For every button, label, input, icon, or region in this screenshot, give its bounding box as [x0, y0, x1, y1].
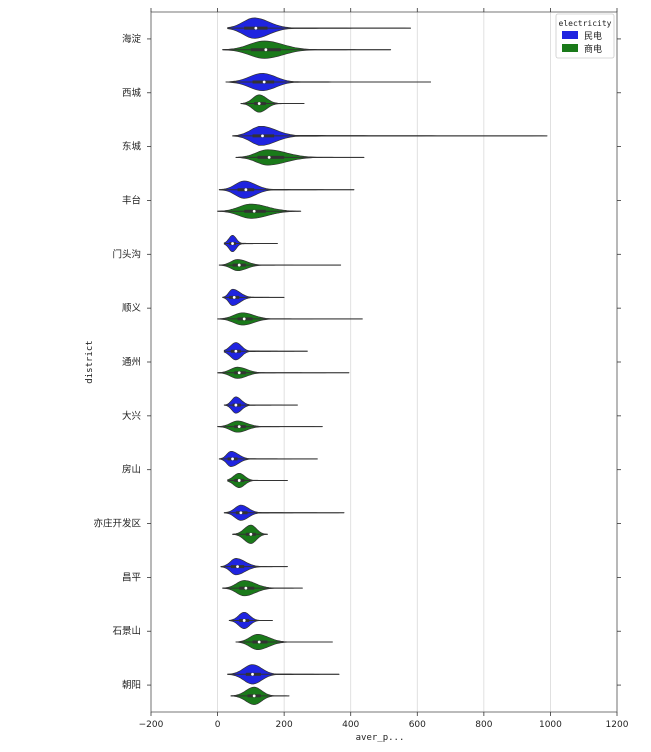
violin-median-point: [267, 155, 271, 159]
violin-median-point: [257, 640, 261, 644]
x-tick-label: 0: [215, 720, 221, 730]
violin-median-point: [257, 102, 261, 105]
legend: electricity 民电 商电: [555, 13, 615, 59]
y-category-label: 房山: [122, 464, 141, 476]
violin-median-point: [252, 209, 256, 213]
violin-median-point: [239, 511, 243, 515]
violin-median-point: [254, 26, 258, 30]
violin-median-point: [252, 694, 256, 698]
axes: −200 0 200 400 600 800 1000 1200 海淀西城东城丰台门头沟顺义通州…: [93, 8, 629, 730]
violin-median-point: [237, 479, 241, 482]
legend-label-0: 民电: [584, 30, 602, 42]
x-tick-label: 800: [475, 720, 492, 730]
violin-median-point: [251, 672, 254, 676]
y-category-label: 石景山: [112, 626, 141, 637]
x-tick-label: 400: [342, 720, 359, 730]
violin-median-point: [242, 619, 246, 622]
violin-median-point: [264, 48, 268, 52]
y-category-label: 丰台: [122, 194, 141, 206]
y-category-label: 通州: [122, 357, 141, 368]
violin-median-point: [231, 457, 234, 461]
x-tick-label: −200: [139, 720, 164, 730]
y-category-label: 顺义: [122, 303, 142, 314]
y-category-label: 东城: [122, 141, 142, 153]
violin-median-point: [237, 425, 241, 429]
violin-median-point: [237, 263, 241, 267]
plot-frame: [150, 11, 618, 713]
legend-label-1: 商电: [584, 43, 602, 55]
violin-median-point: [249, 532, 253, 536]
violin-median-point: [262, 80, 266, 84]
y-category-label: 西城: [122, 88, 142, 99]
violin-median-point: [231, 242, 234, 245]
y-category-label: 朝阳: [122, 680, 141, 691]
violin-median-point: [232, 295, 236, 299]
x-tick-label: 200: [276, 720, 293, 730]
violin-median-point: [236, 565, 239, 569]
y-category-label: 亦庄开发区: [93, 518, 141, 530]
x-tick-label: 1200: [606, 720, 629, 730]
violin-median-point: [244, 188, 248, 192]
x-axis-title: aver_p...: [356, 733, 405, 743]
y-category-label: 昌平: [122, 572, 142, 583]
violin-median-point: [234, 403, 238, 407]
grid-lines: [150, 12, 618, 712]
legend-swatch-1: [562, 44, 578, 52]
y-category-label: 海淀: [122, 33, 142, 45]
violin-median-point: [242, 317, 246, 321]
violin-median-point: [244, 586, 248, 590]
x-tick-label: 600: [409, 720, 426, 730]
violin-median-point: [237, 371, 241, 375]
violin-median-point: [261, 134, 264, 138]
y-axis-title: district: [85, 340, 95, 383]
violin-median-point: [234, 349, 238, 353]
y-category-label: 门头沟: [112, 248, 141, 260]
violins: [217, 17, 548, 705]
x-tick-label: 1000: [539, 720, 562, 730]
legend-title: electricity: [559, 19, 612, 28]
y-category-label: 大兴: [122, 410, 141, 422]
legend-swatch-0: [562, 31, 578, 39]
